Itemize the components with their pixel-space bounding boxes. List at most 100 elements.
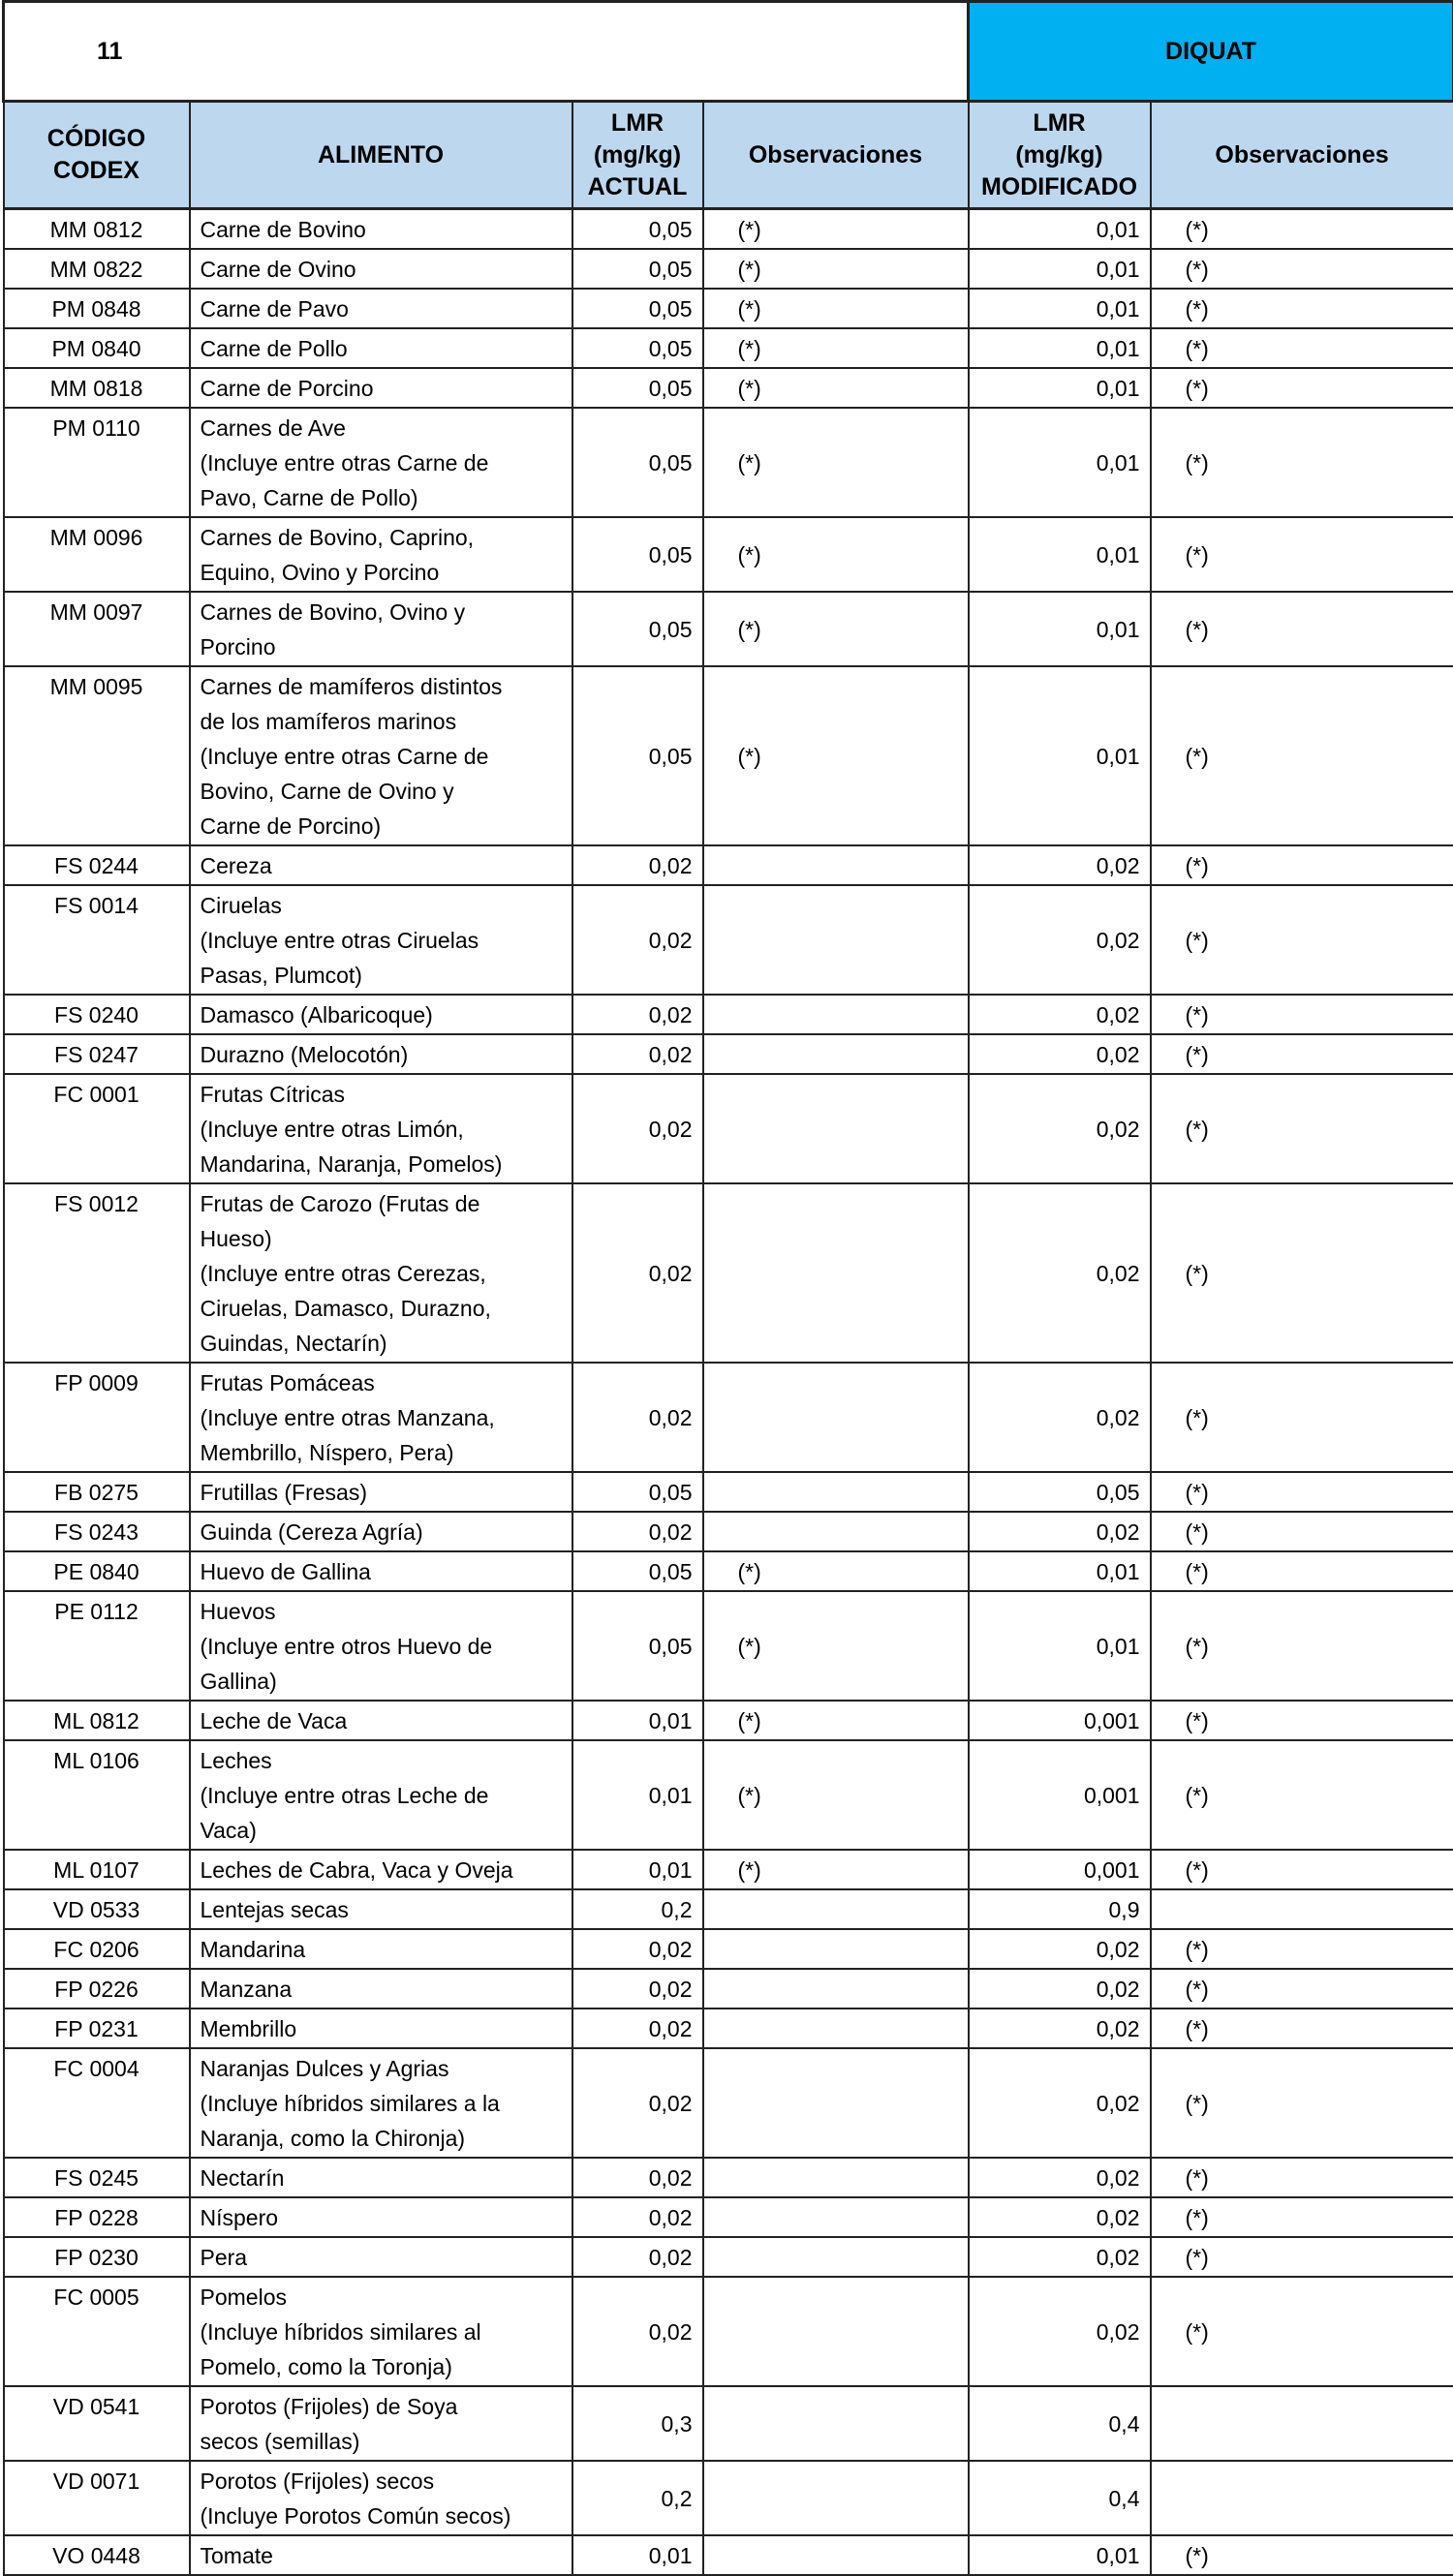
lmr-modified: 0,01 <box>969 408 1151 517</box>
codex-code: PM 0110 <box>4 408 190 517</box>
lmr-modified: 0,02 <box>969 845 1151 885</box>
codex-code: FS 0245 <box>4 2158 190 2197</box>
food-line: Ciruelas, Damasco, Durazno, <box>201 1291 562 1326</box>
observation-actual: (*) <box>703 249 969 289</box>
codex-code: VD 0541 <box>4 2386 190 2461</box>
lmr-modified: 0,01 <box>969 328 1151 368</box>
codex-code: PE 0840 <box>4 1551 190 1591</box>
food-line: Naranjas Dulces y Agrias <box>201 2051 562 2086</box>
food-name: Carnes de Ave(Incluye entre otras Carne … <box>190 408 572 517</box>
codex-code: PE 0112 <box>4 1591 190 1701</box>
lmr-modified: 0,4 <box>969 2386 1151 2461</box>
lmr-actual: 0,02 <box>572 885 703 995</box>
header-obs-actual: Observaciones <box>703 102 969 209</box>
food-line: (Incluye entre otras Leche de <box>201 1778 562 1813</box>
lmr-modified: 0,01 <box>969 2535 1151 2575</box>
lmr-modified: 0,02 <box>969 1929 1151 1969</box>
lmr-modified: 0,9 <box>969 1889 1151 1929</box>
food-line: Carne de Ovino <box>201 252 562 287</box>
lmr-modified: 0,001 <box>969 1850 1151 1889</box>
codex-code: FP 0231 <box>4 2009 190 2048</box>
food-line: Naranja, como la Chironja) <box>201 2121 562 2156</box>
lmr-actual: 0,05 <box>572 1591 703 1701</box>
observation-modified: (*) <box>1151 1551 1453 1591</box>
lmr-modified: 0,02 <box>969 2048 1151 2158</box>
observation-modified: (*) <box>1151 666 1453 845</box>
lmr-modified: 0,01 <box>969 1551 1151 1591</box>
observation-actual <box>703 2277 969 2386</box>
food-name: Frutas Cítricas(Incluye entre otras Limó… <box>190 1074 572 1183</box>
lmr-modified: 0,01 <box>969 517 1151 592</box>
food-name: Carne de Bovino <box>190 209 572 250</box>
observation-actual <box>703 1969 969 2009</box>
food-line: Guinda (Cereza Agría) <box>201 1515 562 1549</box>
lmr-actual: 0,05 <box>572 249 703 289</box>
observation-modified: (*) <box>1151 249 1453 289</box>
observation-actual: (*) <box>703 289 969 328</box>
food-line: Damasco (Albaricoque) <box>201 997 562 1032</box>
food-line: secos (semillas) <box>201 2424 562 2459</box>
food-line: Carnes de Ave <box>201 411 562 445</box>
observation-modified: (*) <box>1151 368 1453 408</box>
lmr-actual: 0,05 <box>572 209 703 250</box>
food-line: Pasas, Plumcot) <box>201 958 562 993</box>
observation-modified: (*) <box>1151 209 1453 250</box>
codex-code: MM 0822 <box>4 249 190 289</box>
food-line: Frutillas (Fresas) <box>201 1475 562 1510</box>
lmr-modified: 0,02 <box>969 1969 1151 2009</box>
food-line: Porotos (Frijoles) de Soya <box>201 2389 562 2424</box>
header-code-line: CÓDIGO <box>15 123 179 155</box>
lmr-actual: 0,02 <box>572 1969 703 2009</box>
food-line: Carnes de Bovino, Ovino y <box>201 595 562 629</box>
food-line: (Incluye entre otras Manzana, <box>201 1400 562 1435</box>
observation-actual: (*) <box>703 408 969 517</box>
lmr-modified: 0,01 <box>969 368 1151 408</box>
observation-modified <box>1151 2386 1453 2461</box>
lmr-actual: 0,05 <box>572 666 703 845</box>
lmr-actual: 0,02 <box>572 1074 703 1183</box>
observation-actual: (*) <box>703 592 969 666</box>
food-line: (Incluye entre otros Huevo de <box>201 1629 562 1664</box>
food-line: Leche de Vaca <box>201 1703 562 1738</box>
substance-title: DIQUAT <box>969 2 1453 102</box>
food-name: Porotos (Frijoles) secos(Incluye Porotos… <box>190 2461 572 2535</box>
codex-code: FS 0244 <box>4 845 190 885</box>
observation-modified: (*) <box>1151 2535 1453 2575</box>
observation-modified: (*) <box>1151 517 1453 592</box>
section-number: 11 <box>4 2 969 102</box>
observation-modified: (*) <box>1151 995 1453 1034</box>
food-line: Carnes de mamíferos distintos <box>201 669 562 704</box>
observation-modified: (*) <box>1151 845 1453 885</box>
lmr-actual: 0,05 <box>572 368 703 408</box>
lmr-actual: 0,02 <box>572 845 703 885</box>
lmr-modified: 0,02 <box>969 1363 1151 1472</box>
observation-actual <box>703 2237 969 2277</box>
food-line: Pomelo, como la Toronja) <box>201 2349 562 2384</box>
observation-modified: (*) <box>1151 1929 1453 1969</box>
food-name: Manzana <box>190 1969 572 2009</box>
lmr-actual: 0,05 <box>572 1551 703 1591</box>
lmr-actual: 0,2 <box>572 2461 703 2535</box>
codex-code: FS 0012 <box>4 1183 190 1363</box>
observation-modified: (*) <box>1151 2009 1453 2048</box>
food-name: Nectarín <box>190 2158 572 2197</box>
lmr-modified: 0,02 <box>969 2197 1151 2237</box>
